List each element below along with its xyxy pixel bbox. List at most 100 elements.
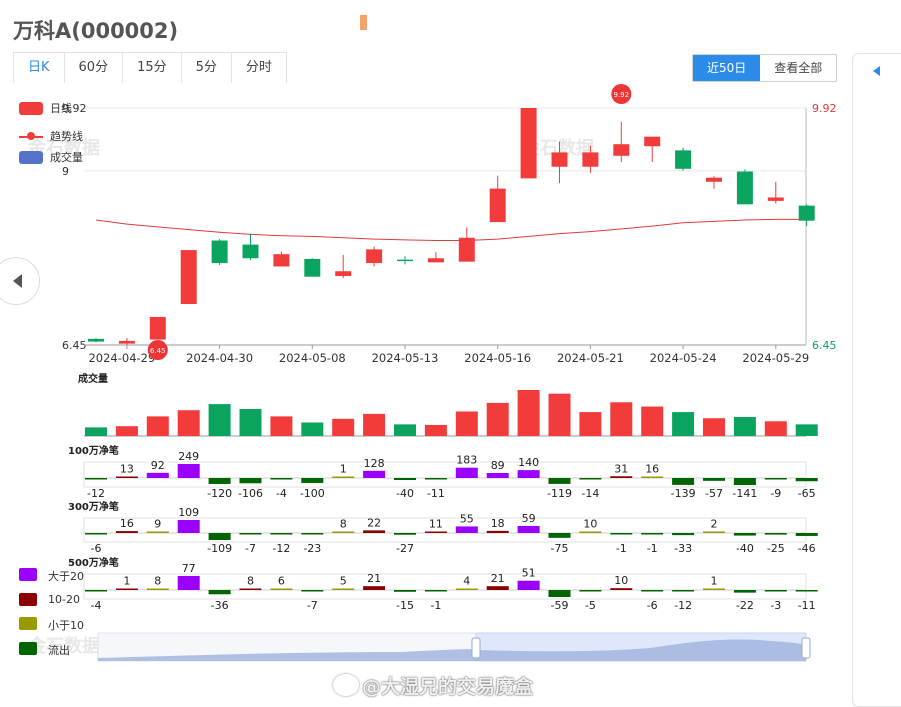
net-order-bar-1-12 — [455, 526, 478, 533]
candle-17 — [613, 144, 630, 156]
legend-item-lt10[interactable]: 小于10 — [19, 617, 109, 632]
candle-1 — [118, 340, 135, 344]
candle-20 — [706, 177, 722, 182]
net-order-bar-1-4 — [208, 533, 231, 540]
watermark-0: 金石数据 — [27, 137, 100, 159]
net-order-bar-0-6 — [270, 478, 293, 480]
net-order-bar-2-12 — [455, 588, 478, 590]
range-slider-handle-left — [471, 637, 481, 659]
net-order-bar-0-10 — [394, 478, 416, 480]
net-order-label-2-12: 4 — [463, 575, 470, 588]
net-order-label-1-21: -40 — [736, 542, 754, 555]
candle-15 — [551, 152, 568, 167]
net-order-bar-2-6 — [270, 588, 293, 590]
net-order-label-1-6: -12 — [272, 542, 290, 555]
net-order-label-0-23: -65 — [798, 487, 816, 500]
volume-bar-15 — [548, 393, 571, 436]
legend-item-gt20[interactable]: 大于20 — [19, 568, 109, 583]
net-order-frame-2 — [83, 573, 807, 600]
net-order-label-1-12: 55 — [460, 512, 474, 525]
net-order-bar-0-3 — [177, 464, 200, 478]
net-order-bar-1-6 — [270, 533, 293, 535]
net-order-label-2-19: -12 — [674, 599, 692, 612]
net-order-label-1-16: 10 — [583, 518, 597, 531]
net-order-bar-0-9 — [363, 470, 386, 478]
net-order-bar-2-19 — [672, 590, 695, 592]
net-order-bar-2-13 — [486, 586, 509, 590]
net-order-label-1-17: -1 — [616, 542, 627, 555]
net-order-bar-2-9 — [363, 586, 386, 590]
net-order-label-0-6: -4 — [276, 487, 287, 500]
tab-daily-k[interactable]: 日K — [14, 53, 65, 83]
net-order-label-0-16: -14 — [581, 487, 599, 500]
volume-bar-22 — [764, 421, 787, 436]
x-tick-label-2: 2024-05-08 — [279, 351, 346, 365]
net-order-bar-1-23 — [795, 533, 818, 536]
tab-intraday[interactable]: 分时 — [245, 60, 272, 75]
legend-item-10-20[interactable]: 10-20 — [19, 593, 109, 607]
net-order-bar-1-5 — [239, 533, 262, 535]
x-tick-label-7: 2024-05-29 — [742, 351, 809, 365]
volume-bar-19 — [672, 412, 695, 436]
recent-50-days-button[interactable]: 近50日 — [693, 55, 761, 81]
net-order-bar-2-8 — [332, 588, 355, 590]
net-order-label-2-11: -1 — [430, 599, 441, 612]
net-order-label-1-20: 2 — [711, 518, 718, 531]
net-order-label-2-7: -7 — [307, 599, 318, 612]
net-order-label-0-9: 128 — [364, 457, 385, 470]
net-order-bar-1-13 — [486, 530, 509, 533]
net-order-bar-0-5 — [239, 478, 262, 484]
tab-5min[interactable]: 5分 — [182, 53, 232, 83]
net-order-label-1-15: -75 — [551, 542, 569, 555]
legend-label-gt20: 大于20 — [48, 570, 84, 583]
net-order-label-1-23: -46 — [798, 542, 816, 555]
net-order-label-0-8: 1 — [340, 463, 347, 476]
net-order-label-2-15: -59 — [551, 599, 569, 612]
legend-label-lt10: 小于10 — [48, 619, 84, 632]
net-order-bar-0-1 — [115, 476, 138, 478]
net-order-bar-1-22 — [764, 533, 787, 535]
net-order-label-2-9: 21 — [367, 572, 381, 585]
net-order-label-1-18: -1 — [647, 542, 658, 555]
net-order-label-1-13: 18 — [491, 517, 505, 530]
tab-15min[interactable]: 15分 — [123, 53, 182, 83]
candle-3 — [180, 250, 197, 305]
volume-bar-17 — [610, 402, 633, 436]
net-order-bar-2-18 — [641, 590, 664, 592]
net-order-bar-0-0 — [85, 478, 107, 480]
collapse-arrow-icon[interactable] — [873, 66, 880, 76]
net-order-bar-1-8 — [332, 531, 355, 533]
net-order-bar-1-9 — [363, 530, 386, 533]
net-order-bar-2-4 — [208, 590, 231, 595]
previous-page-button[interactable] — [0, 257, 40, 305]
net-order-bar-1-18 — [641, 533, 664, 535]
net-order-label-2-5: 8 — [247, 575, 254, 588]
legend-swatch-outflow — [19, 642, 37, 655]
tab-60min[interactable]: 60分 — [65, 53, 124, 83]
volume-bar-7 — [301, 422, 324, 436]
net-order-bar-0-11 — [424, 478, 447, 480]
net-order-label-0-13: 89 — [491, 459, 505, 472]
legend-label-daily: 日线 — [50, 102, 72, 115]
candle-4 — [211, 240, 228, 264]
legend-dot-trend — [27, 132, 35, 140]
page-title: 万科A(000002) — [13, 19, 179, 43]
net-order-label-2-0: -4 — [91, 599, 102, 612]
net-order-bar-2-7 — [301, 590, 324, 592]
view-all-button[interactable]: 查看全部 — [774, 61, 823, 75]
net-order-label-0-11: -11 — [427, 487, 445, 500]
net-order-label-0-17: 31 — [614, 462, 628, 475]
volume-bar-0 — [85, 427, 107, 436]
x-tick-label-3: 2024-05-13 — [372, 351, 439, 365]
y-tick-label-0: 9.92 — [62, 102, 87, 115]
net-order-label-0-14: 140 — [518, 456, 539, 469]
net-order-bar-1-11 — [424, 531, 447, 533]
volume-bar-16 — [579, 412, 602, 436]
net-order-label-2-2: 8 — [154, 575, 161, 588]
net-order-bar-0-23 — [795, 478, 818, 482]
volume-bar-12 — [455, 411, 478, 436]
net-order-bar-2-21 — [733, 590, 756, 593]
net-order-bar-0-20 — [703, 478, 725, 481]
legend-item-outflow[interactable]: 流出 — [19, 642, 109, 657]
volume-bar-20 — [703, 418, 725, 436]
